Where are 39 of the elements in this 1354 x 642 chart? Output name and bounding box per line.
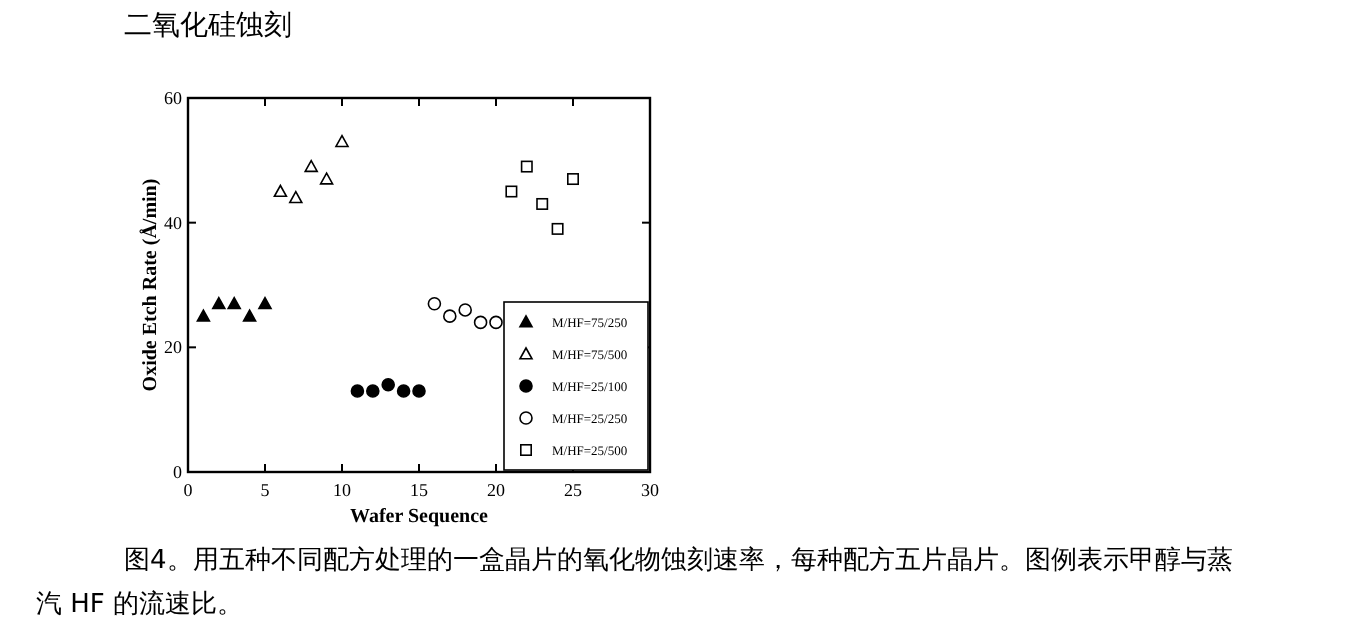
x-tick-label: 30 — [641, 480, 660, 500]
point — [396, 384, 411, 398]
point — [520, 160, 533, 173]
point — [319, 172, 334, 185]
point — [258, 296, 272, 310]
x-tick-label: 25 — [564, 480, 583, 500]
y-tick-label: 0 — [173, 462, 183, 482]
point — [381, 377, 395, 392]
y-tick-label: 40 — [164, 212, 183, 233]
y-tick-label: 60 — [164, 88, 183, 108]
chart-title: 二氧化硅蚀刻 — [124, 8, 292, 44]
point — [536, 197, 549, 210]
point — [335, 134, 349, 148]
point — [443, 309, 457, 323]
point — [350, 384, 365, 398]
x-axis-title: Wafer Sequence — [350, 506, 490, 528]
point — [304, 159, 318, 173]
point — [196, 309, 211, 322]
point — [567, 173, 579, 186]
point — [473, 315, 488, 330]
point — [458, 303, 472, 317]
x-tick-label: 20 — [487, 480, 506, 500]
point — [412, 384, 426, 398]
point — [489, 315, 503, 330]
point — [551, 222, 564, 235]
y-axis-title: Oxide Etch Rate (Å/min) — [138, 178, 162, 392]
point — [273, 184, 288, 198]
x-tick-label: 5 — [260, 480, 271, 500]
point — [212, 296, 226, 310]
point — [289, 190, 303, 204]
x-tick-label: 10 — [333, 480, 352, 500]
point — [505, 185, 518, 198]
point — [427, 296, 442, 311]
y-tick-label: 20 — [164, 337, 183, 358]
point — [366, 384, 380, 398]
point — [227, 296, 241, 310]
caption: 图4。用五种不同配方处理的一盒晶片的氧化物蚀刻速率，每种配方五片晶片。图例表示甲醇与蒸汽 HF 的流速比。 — [36, 544, 1235, 624]
x-tick-label: 15 — [410, 480, 429, 500]
point — [242, 309, 257, 322]
